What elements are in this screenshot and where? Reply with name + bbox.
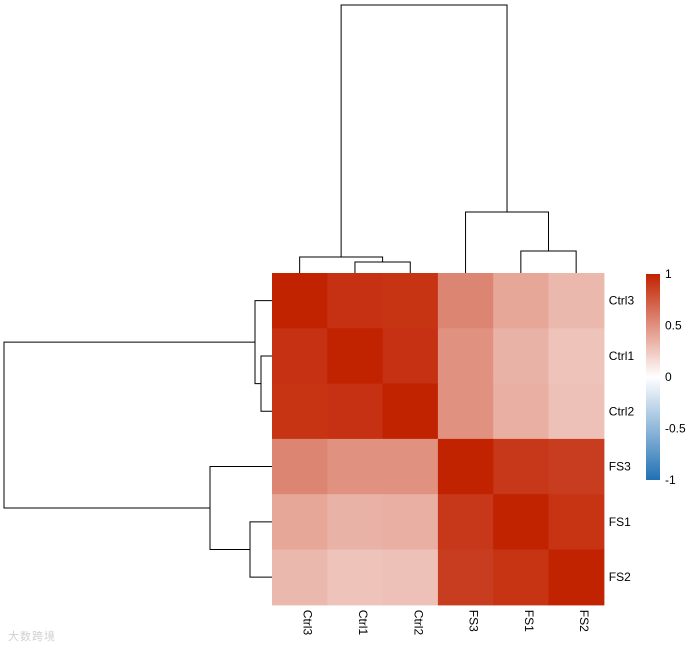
- heatmap-cell-Ctrl2-FS3: [437, 383, 494, 440]
- heatmap-cell-FS3-FS3: [437, 438, 494, 495]
- heatmap-cell-Ctrl3-FS1: [493, 273, 550, 329]
- heatmap-cell-FS2-Ctrl3: [272, 549, 328, 606]
- column-label: FS2: [577, 610, 591, 632]
- column-label: Ctrl2: [411, 610, 425, 636]
- column-label: FS3: [467, 610, 481, 632]
- heatmap-cells: [272, 273, 605, 606]
- heatmap-cell-Ctrl2-FS2: [548, 383, 605, 440]
- dendro-branch: [249, 521, 272, 578]
- heatmap-cell-FS1-Ctrl2: [382, 494, 439, 551]
- dendro-branch: [340, 4, 508, 257]
- row-dendrogram: [3, 300, 272, 578]
- heatmap-cell-FS3-Ctrl2: [382, 438, 439, 495]
- heatmap-cell-FS3-FS2: [548, 438, 605, 495]
- heatmap-cell-Ctrl1-FS1: [493, 328, 550, 385]
- heatmap-cell-FS2-Ctrl1: [327, 549, 384, 606]
- heatmap-cell-FS3-Ctrl1: [327, 438, 384, 495]
- dendro-branch: [260, 355, 272, 412]
- heatmap-cell-Ctrl2-Ctrl2: [382, 383, 439, 440]
- row-label: Ctrl3: [609, 294, 635, 308]
- heatmap-cell-FS3-FS1: [493, 438, 550, 495]
- row-label: Ctrl1: [609, 349, 635, 363]
- row-label: Ctrl2: [609, 404, 635, 418]
- column-label: Ctrl3: [301, 610, 315, 636]
- heatmap-cell-FS1-Ctrl1: [327, 494, 384, 551]
- heatmap-cell-Ctrl2-Ctrl3: [272, 383, 328, 440]
- heatmap-cell-FS2-FS1: [493, 549, 550, 606]
- heatmap-cell-FS1-Ctrl3: [272, 494, 328, 551]
- legend-colorbar: [646, 274, 660, 480]
- heatmap-cell-FS2-Ctrl2: [382, 549, 439, 606]
- heatmap-cell-FS2-FS3: [437, 549, 494, 606]
- heatmap-cell-Ctrl2-Ctrl1: [327, 383, 384, 440]
- heatmap-cell-FS1-FS2: [548, 494, 605, 551]
- heatmap-cell-FS2-FS2: [548, 549, 605, 606]
- dendro-branch: [299, 256, 384, 273]
- dendro-branch: [465, 211, 549, 273]
- legend-tick-label: -1: [665, 473, 676, 487]
- column-label: FS1: [522, 610, 536, 632]
- legend-tick-label: -0.5: [665, 422, 686, 436]
- dendro-branch: [3, 341, 255, 509]
- legend-tick-label: 1: [665, 267, 672, 281]
- heatmap-cell-Ctrl1-Ctrl3: [272, 328, 328, 385]
- row-label: FS2: [609, 570, 631, 584]
- heatmap-cell-Ctrl1-Ctrl1: [327, 328, 384, 385]
- dendro-branch: [354, 261, 411, 273]
- row-label: FS1: [609, 515, 631, 529]
- row-labels: Ctrl3 Ctrl1 Ctrl2 FS3 FS1 FS2: [609, 294, 635, 585]
- heatmap-cell-Ctrl3-Ctrl2: [382, 273, 439, 329]
- watermark: 大数跨境: [8, 630, 56, 643]
- column-label: Ctrl1: [356, 610, 370, 636]
- dendro-branch: [520, 250, 577, 273]
- heatmap-cell-Ctrl1-Ctrl2: [382, 328, 439, 385]
- heatmap-cell-Ctrl1-FS2: [548, 328, 605, 385]
- heatmap-cell-Ctrl2-FS1: [493, 383, 550, 440]
- dendro-branch: [254, 300, 272, 385]
- heatmap-cell-Ctrl3-FS2: [548, 273, 605, 329]
- dendro-branch: [209, 466, 272, 550]
- heatmap-cell-FS1-FS3: [437, 494, 494, 551]
- heatmap-cell-FS3-Ctrl3: [272, 438, 328, 495]
- legend-ticks: 1 0.5 0 -0.5 -1: [665, 267, 686, 487]
- column-dendrogram: [299, 4, 577, 273]
- column-labels: Ctrl3 Ctrl1 Ctrl2 FS3 FS1 FS2: [301, 610, 592, 636]
- row-label: FS3: [609, 460, 631, 474]
- heatmap-cell-FS1-FS1: [493, 494, 550, 551]
- heatmap-cell-Ctrl3-Ctrl1: [327, 273, 384, 329]
- heatmap-cell-Ctrl3-Ctrl3: [272, 273, 328, 329]
- heatmap-cell-Ctrl1-FS3: [437, 328, 494, 385]
- color-legend: 1 0.5 0 -0.5 -1: [646, 267, 686, 487]
- heatmap-cell-Ctrl3-FS3: [437, 273, 494, 329]
- legend-tick-label: 0.5: [665, 319, 682, 333]
- legend-tick-label: 0: [665, 370, 672, 384]
